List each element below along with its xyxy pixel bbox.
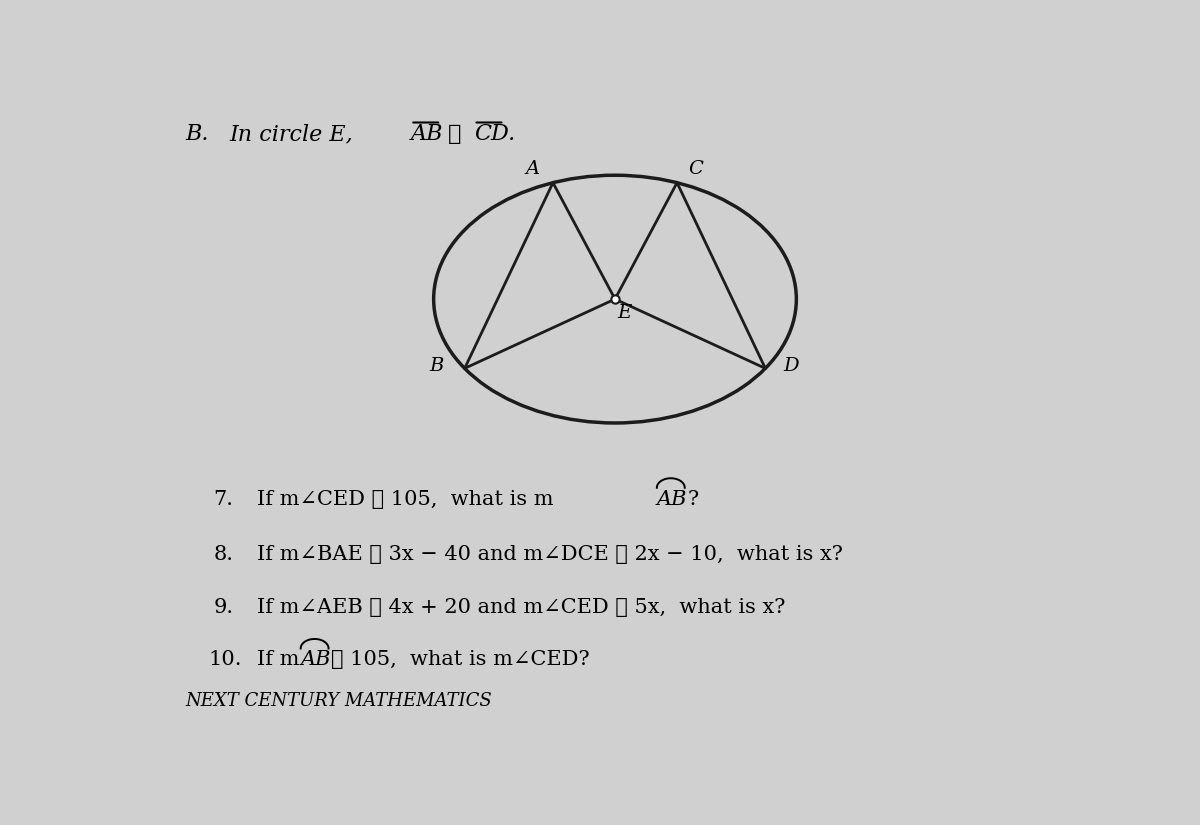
Text: If m∠AEB ≅ 4x + 20 and m∠CED ≅ 5x,  what is x?: If m∠AEB ≅ 4x + 20 and m∠CED ≅ 5x, what … [257, 597, 785, 617]
Text: C: C [688, 160, 703, 177]
Text: A: A [526, 160, 540, 177]
Text: AB: AB [301, 650, 331, 669]
Text: ?: ? [688, 490, 698, 509]
Text: AB: AB [656, 490, 688, 509]
Text: E: E [617, 304, 631, 322]
Text: AB: AB [410, 123, 443, 145]
Text: ≅: ≅ [448, 123, 461, 145]
Text: If m∠CED ≅ 105,  what is m: If m∠CED ≅ 105, what is m [257, 490, 553, 509]
Text: NEXT CENTURY MATHEMATICS: NEXT CENTURY MATHEMATICS [185, 692, 492, 710]
Text: B: B [430, 357, 444, 375]
Text: D: D [784, 357, 799, 375]
Text: 8.: 8. [214, 545, 233, 564]
Text: 10.: 10. [209, 650, 242, 669]
Text: If m∠BAE ≅ 3x − 40 and m∠DCE ≅ 2x − 10,  what is x?: If m∠BAE ≅ 3x − 40 and m∠DCE ≅ 2x − 10, … [257, 545, 842, 564]
Text: In circle E,: In circle E, [229, 123, 353, 145]
Text: If m: If m [257, 650, 300, 669]
Text: CD.: CD. [474, 123, 515, 145]
Text: B.: B. [185, 123, 209, 145]
Text: 7.: 7. [214, 490, 233, 509]
Text: 9.: 9. [214, 597, 233, 617]
Text: ≅ 105,  what is m∠CED?: ≅ 105, what is m∠CED? [331, 650, 590, 669]
